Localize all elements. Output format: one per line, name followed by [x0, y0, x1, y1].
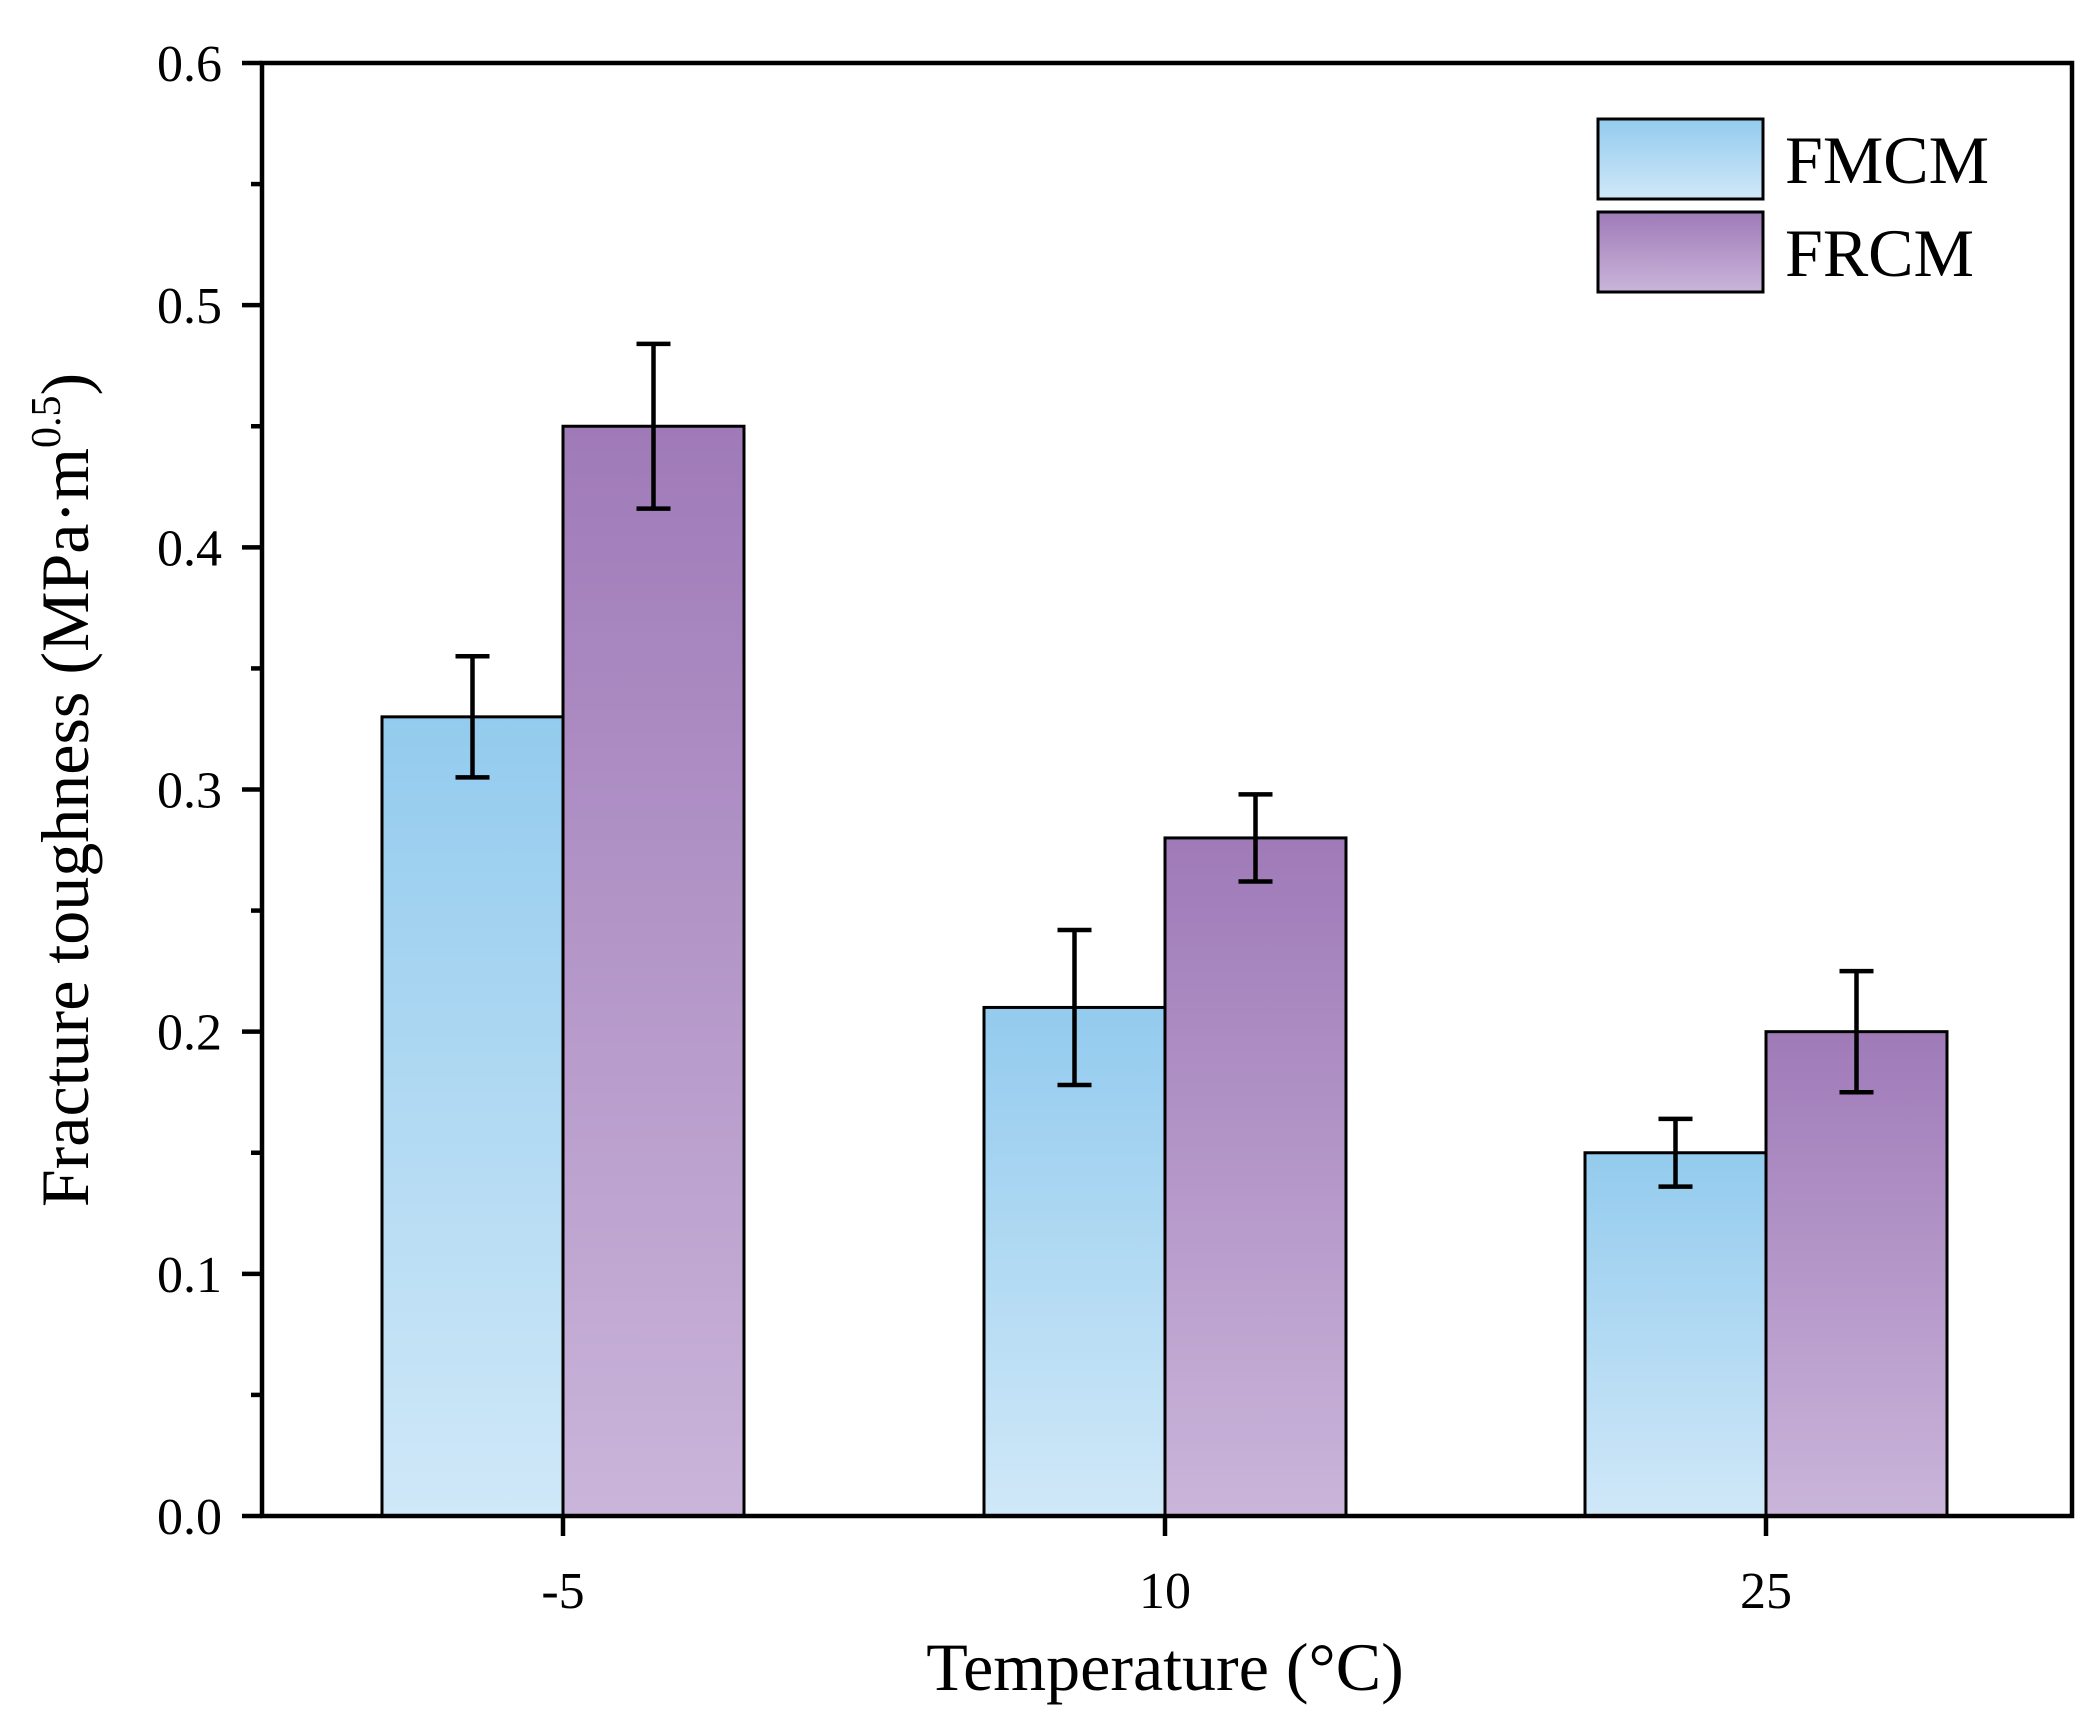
bar-frcm-25 [1764, 1030, 1949, 1518]
legend-label-fmcm: FMCM [1785, 122, 1989, 198]
legend: FMCM FRCM [1596, 117, 1989, 294]
plot-frame [259, 60, 2075, 1519]
legend-swatch-fmcm [1596, 117, 1765, 201]
x-tick-label--5: -5 [541, 1563, 584, 1620]
legend-swatch-frcm [1596, 210, 1765, 294]
y-tick-label: 0.5 [157, 278, 222, 335]
error-bar-fmcm--5 [455, 654, 490, 780]
y-tick-label: 0.6 [157, 36, 222, 93]
y-tick-label: 0.4 [157, 520, 222, 577]
y-axis-title-superscript: 0.5 [24, 395, 70, 448]
error-bar-frcm-10 [1238, 792, 1273, 884]
y-tick-label: 0.0 [157, 1489, 222, 1546]
y-tick-label: 0.3 [157, 763, 222, 820]
x-tick-label-10: 10 [1139, 1563, 1191, 1620]
x-tick-label-25: 25 [1740, 1563, 1792, 1620]
bar-fmcm-25 [1583, 1151, 1768, 1518]
y-axis-title: Fracture toughness (MPa·m0.5) [24, 373, 103, 1207]
error-bar-fmcm-10 [1057, 927, 1092, 1088]
x-axis-title: Temperature (°C) [926, 1629, 1403, 1705]
bar-fmcm-10 [982, 1005, 1167, 1518]
y-tick-label: 0.1 [157, 1247, 222, 1304]
y-axis-title-end: ) [27, 373, 103, 396]
error-bar-frcm--5 [636, 341, 671, 511]
y-tick-label: 0.2 [157, 1005, 222, 1062]
legend-label-frcm: FRCM [1785, 215, 1974, 291]
y-axis-title-main: Fracture toughness (MPa·m [27, 448, 103, 1207]
error-bar-fmcm-25 [1658, 1116, 1693, 1189]
error-bar-frcm-25 [1839, 968, 1874, 1095]
bar-frcm-10 [1163, 836, 1348, 1518]
bar-fmcm--5 [380, 715, 565, 1518]
bar-frcm--5 [561, 424, 746, 1518]
